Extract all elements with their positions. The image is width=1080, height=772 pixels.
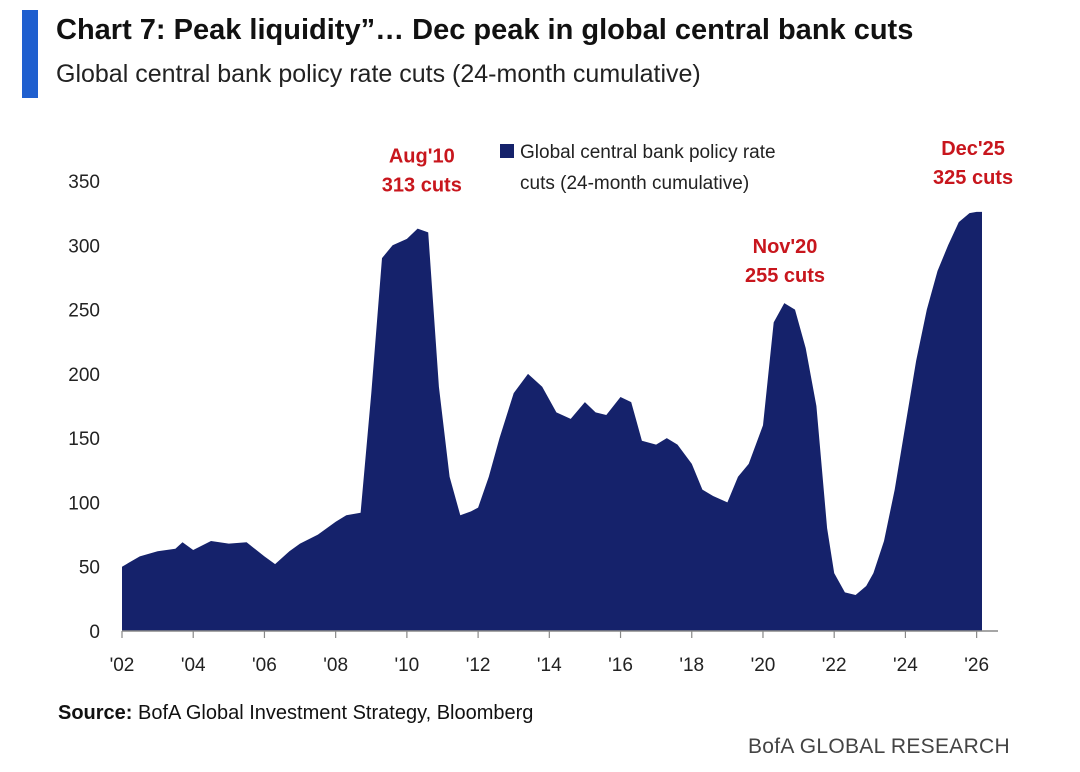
- y-tick-label: 250: [68, 301, 100, 322]
- legend-swatch: [500, 144, 514, 158]
- peak-annotation-text: Nov'20: [753, 236, 818, 258]
- legend-label-line-2: cuts (24-month cumulative): [520, 173, 749, 194]
- title-accent-bar: [22, 10, 38, 98]
- x-tick-label: '14: [537, 655, 562, 676]
- x-tick-label: '06: [252, 655, 277, 676]
- x-tick-label: '20: [751, 655, 776, 676]
- peak-annotation-text: Aug'10: [389, 146, 455, 168]
- x-tick-label: '22: [822, 655, 847, 676]
- peak-annotation-text: 255 cuts: [745, 265, 825, 287]
- x-tick-label: '18: [679, 655, 704, 676]
- brand-footer: BofA GLOBAL RESEARCH: [748, 735, 1010, 758]
- y-tick-label: 0: [89, 622, 100, 643]
- x-tick-label: '26: [964, 655, 989, 676]
- x-tick-label: '04: [181, 655, 206, 676]
- y-tick-label: 50: [79, 558, 100, 579]
- chart-title: Chart 7: Peak liquidity”… Dec peak in gl…: [56, 14, 914, 46]
- legend-label-line-1: Global central bank policy rate: [520, 142, 776, 163]
- peak-annotation-text: 313 cuts: [382, 175, 462, 197]
- source-note: Source: BofA Global Investment Strategy,…: [58, 702, 533, 725]
- x-tick-label: '08: [323, 655, 348, 676]
- source-text: BofA Global Investment Strategy, Bloombe…: [138, 702, 534, 724]
- y-tick-label: 350: [68, 172, 100, 193]
- y-tick-label: 200: [68, 365, 100, 386]
- peak-annotation-text: 325 cuts: [933, 167, 1013, 189]
- y-tick-label: 100: [68, 493, 100, 514]
- x-tick-label: '24: [893, 655, 918, 676]
- chart-subtitle: Global central bank policy rate cuts (24…: [56, 60, 701, 88]
- y-tick-label: 300: [68, 236, 100, 257]
- y-tick-label: 150: [68, 429, 100, 450]
- source-label: Source:: [58, 702, 133, 724]
- x-tick-label: '12: [466, 655, 491, 676]
- peak-annotation-text: Dec'25: [941, 138, 1005, 160]
- area-chart: 0 50 100 150 200 250 300 350 '02 '04 '06 '08 '10 '12 '…: [68, 138, 1013, 676]
- x-tick-label: '10: [394, 655, 419, 676]
- x-tick-label: '02: [110, 655, 135, 676]
- x-tick-label: '16: [608, 655, 633, 676]
- series-area: [122, 211, 982, 631]
